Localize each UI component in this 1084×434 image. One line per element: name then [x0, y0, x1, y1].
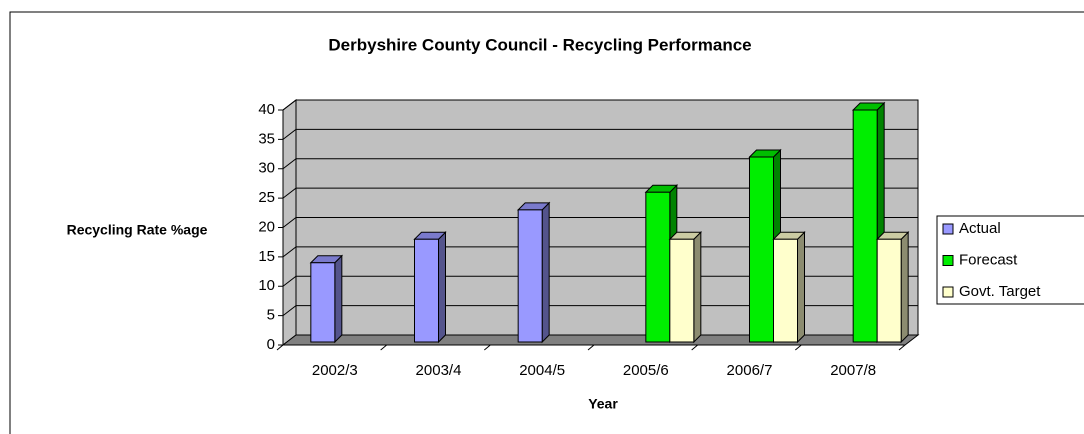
x-tick-label: 2005/6 [623, 362, 669, 379]
x-tick [795, 344, 802, 351]
bar-side [693, 231, 702, 344]
x-tick-label: 2006/7 [727, 362, 773, 379]
bar-front [414, 238, 439, 343]
x-tick [276, 344, 284, 351]
grid-line [282, 246, 918, 258]
bar-front [773, 238, 798, 343]
grid-line [282, 99, 918, 111]
bar-front [517, 209, 543, 343]
grid-line [282, 217, 918, 228]
y-tick-label: 10 [258, 277, 275, 294]
x-tick-label: 2007/8 [830, 362, 876, 379]
bar [309, 254, 344, 344]
legend-swatch [942, 255, 954, 266]
bar-side [541, 201, 550, 344]
legend: Actual Forecast Govt. Target [942, 220, 1041, 300]
bar [516, 201, 551, 344]
x-tick-label: 2004/5 [519, 362, 565, 379]
x-tick [587, 344, 595, 351]
y-tick-label: 35 [258, 130, 275, 147]
legend-label: Actual [959, 220, 1001, 237]
bar-side [900, 231, 909, 344]
x-tick [484, 344, 491, 351]
plot-area: 0 5 10 15 20 25 30 35 40 2002/3 2003/4 2004/5 2005/6… [258, 98, 920, 379]
bar-front [852, 109, 878, 343]
legend-label: Forecast [959, 251, 1018, 268]
bar-side [797, 231, 805, 344]
y-tick-label: 40 [258, 101, 275, 118]
bar-front [645, 191, 671, 343]
bar [413, 231, 447, 344]
bar-side [438, 231, 446, 344]
y-tick-label: 5 [267, 307, 275, 324]
y-tick-label: 0 [267, 336, 275, 353]
legend-swatch [942, 286, 954, 298]
chart-title: Derbyshire County Council - Recycling Pe… [328, 35, 751, 54]
x-tick-label: 2003/4 [416, 362, 462, 379]
bar-front [310, 262, 336, 343]
bar-front [669, 238, 695, 343]
bar [668, 231, 703, 344]
x-tick-label: 2002/3 [312, 362, 358, 379]
grid-line [282, 187, 918, 199]
bar-side [334, 254, 343, 344]
y-tick-label: 20 [258, 218, 275, 235]
x-tick [380, 344, 387, 351]
y-tick-label: 25 [258, 189, 275, 206]
y-tick-label: 30 [258, 160, 275, 177]
grid-line [282, 275, 918, 287]
chart-border [9, 11, 1084, 434]
x-axis-title: Year [588, 396, 618, 412]
legend-swatch [942, 223, 954, 235]
bar [772, 231, 806, 344]
bar-front [876, 238, 902, 343]
bar [875, 231, 910, 344]
grid-line [282, 158, 918, 170]
bar-front [749, 156, 774, 343]
grid-line [282, 128, 918, 140]
grid-line [282, 305, 918, 317]
x-tick [898, 344, 906, 351]
floor [281, 334, 920, 346]
x-tick [691, 344, 698, 351]
legend-box [936, 215, 1084, 305]
y-tick-label: 15 [258, 248, 275, 265]
legend-label: Govt. Target [959, 283, 1041, 300]
y-axis-title: Recycling Rate %age [67, 222, 208, 238]
